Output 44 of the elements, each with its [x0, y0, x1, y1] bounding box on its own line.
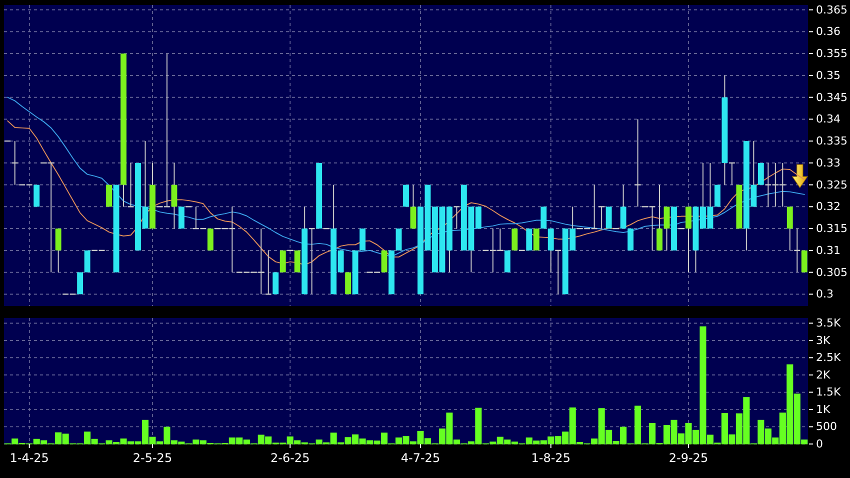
- candlestick: [128, 162, 134, 208]
- candlestick: [664, 206, 670, 251]
- y-tick-label: 0.325: [816, 178, 848, 192]
- y-tick-label: 0: [816, 438, 823, 450]
- y-tick-label: 0.32: [816, 200, 840, 214]
- y-tick-label: 0.34: [816, 112, 840, 126]
- y-tick-label: 0.36: [816, 25, 840, 38]
- x-tick-label: 2-6-25: [270, 451, 310, 465]
- candlestick: [598, 206, 605, 230]
- candlestick: [360, 228, 366, 251]
- y-tick-label: 0.305: [816, 266, 848, 279]
- x-tick-label: 1-4-25: [10, 451, 49, 465]
- candlestick: [786, 206, 793, 251]
- y-tick-label: 500: [816, 420, 837, 434]
- y-tick-label: 0.335: [816, 134, 848, 148]
- candlestick: [533, 228, 540, 251]
- candlestick: [540, 206, 547, 230]
- y-tick-label: 3K: [816, 334, 831, 347]
- y-tick-label: 0.315: [816, 222, 848, 236]
- candlestick: [628, 228, 634, 251]
- y-tick-label: 0.31: [816, 244, 840, 257]
- candlestick: [454, 206, 460, 230]
- x-tick-label: 2-5-25: [132, 451, 172, 465]
- y-tick-label: 0.33: [816, 156, 840, 170]
- candlestick: [396, 228, 402, 251]
- y-tick-label: 0.3: [816, 288, 834, 301]
- x-tick-label: 1-8-25: [531, 451, 570, 465]
- y-tick-label: 1K: [816, 402, 831, 416]
- y-tick-label: 0.345: [816, 90, 848, 104]
- y-tick-label: 2K: [816, 368, 831, 382]
- y-tick-label: 1.5K: [816, 386, 842, 399]
- candlestick: [634, 118, 641, 208]
- line-series: [7, 96, 805, 258]
- x-tick-label: 4-7-25: [400, 451, 440, 465]
- y-tick-label: 0.355: [816, 47, 848, 60]
- candlestick: [55, 228, 62, 273]
- y-tick-label: 0.35: [816, 68, 840, 82]
- candlestick: [265, 250, 272, 295]
- candlestick: [410, 184, 416, 230]
- x-tick-label: 2-9-25: [668, 451, 708, 465]
- y-tick-label: 3.5K: [816, 316, 842, 330]
- y-tick-label: 2.5K: [816, 351, 842, 364]
- candlestick: [656, 184, 662, 251]
- y-tick-label: 0.365: [816, 3, 848, 16]
